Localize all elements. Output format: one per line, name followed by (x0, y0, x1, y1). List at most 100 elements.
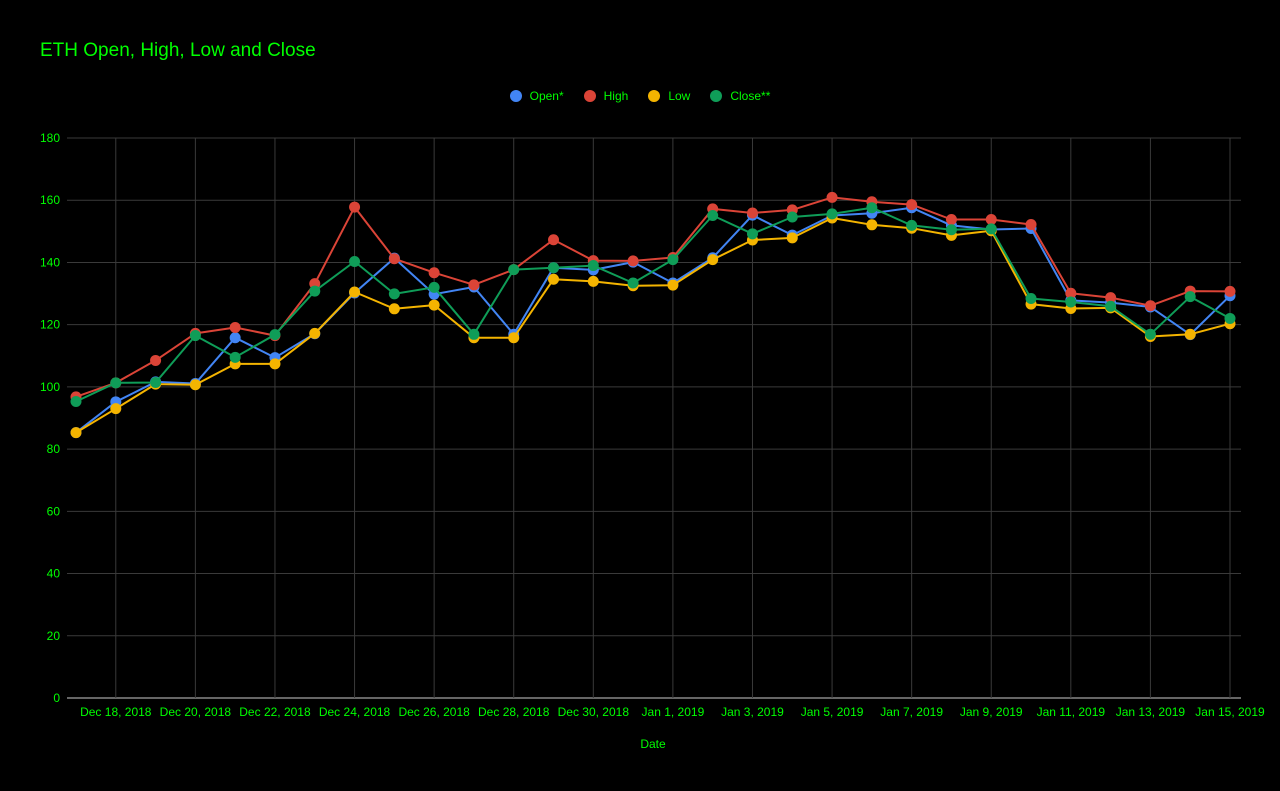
data-point-high (906, 199, 918, 211)
data-point-close (746, 228, 758, 240)
data-point-high (945, 214, 957, 226)
data-point-low (667, 279, 679, 291)
data-point-close (667, 254, 679, 266)
data-point-close (627, 277, 639, 289)
data-point-close (150, 377, 162, 389)
x-tick-label: Dec 26, 2018 (398, 705, 470, 719)
y-tick-label: 40 (47, 567, 61, 581)
data-point-close (945, 224, 957, 236)
x-tick-label: Jan 13, 2019 (1116, 705, 1186, 719)
x-tick-label: Dec 28, 2018 (478, 705, 550, 719)
data-point-low (707, 254, 719, 266)
y-tick-label: 80 (47, 442, 61, 456)
x-tick-label: Jan 9, 2019 (960, 705, 1023, 719)
data-point-high (1065, 287, 1077, 299)
x-tick-label: Dec 22, 2018 (239, 705, 311, 719)
chart-legend: Open* High Low Close** (0, 89, 1280, 103)
x-axis-title: Date (640, 737, 666, 751)
y-tick-label: 180 (40, 131, 60, 145)
y-tick-label: 100 (40, 380, 60, 394)
x-tick-label: Dec 30, 2018 (558, 705, 630, 719)
x-tick-label: Dec 20, 2018 (160, 705, 232, 719)
data-point-close (1224, 312, 1236, 324)
x-tick-label: Jan 15, 2019 (1195, 705, 1265, 719)
data-point-high (548, 234, 560, 246)
data-point-high (428, 267, 440, 279)
y-tick-label: 160 (40, 193, 60, 207)
data-point-close (229, 351, 241, 363)
y-tick-label: 60 (47, 504, 61, 518)
data-point-low (866, 219, 878, 231)
data-point-low (786, 232, 798, 244)
x-tick-label: Jan 7, 2019 (880, 705, 943, 719)
legend-label-open: Open* (529, 89, 564, 103)
data-point-close (70, 396, 82, 408)
data-point-low (269, 358, 281, 370)
legend-swatch-close (710, 90, 723, 102)
data-point-close (985, 223, 997, 235)
data-point-close (189, 330, 201, 342)
data-point-close (707, 209, 719, 221)
y-tick-label: 140 (40, 255, 60, 269)
data-point-high (229, 321, 241, 333)
data-point-high (985, 214, 997, 226)
data-point-close (349, 256, 361, 268)
data-point-close (428, 281, 440, 293)
data-point-low (110, 403, 122, 415)
series-line-open (75, 206, 1231, 434)
y-tick-label: 0 (53, 691, 60, 705)
data-point-high (349, 201, 361, 213)
x-tick-label: Jan 1, 2019 (642, 705, 705, 719)
legend-item-low[interactable]: Low (648, 89, 690, 103)
legend-item-high[interactable]: High (583, 89, 629, 103)
data-point-low (70, 427, 82, 439)
data-point-low (309, 327, 321, 339)
x-tick-label: Jan 5, 2019 (801, 705, 864, 719)
data-point-close (388, 288, 400, 300)
y-tick-label: 120 (40, 318, 60, 332)
data-point-low (349, 286, 361, 298)
data-point-close (548, 262, 560, 274)
data-point-close (269, 329, 281, 341)
legend-item-open[interactable]: Open* (509, 89, 564, 103)
data-point-high (627, 255, 639, 267)
series-line-high (75, 196, 1231, 398)
legend-label-close: Close** (730, 89, 771, 103)
data-point-close (1025, 293, 1037, 305)
data-point-high (1105, 292, 1117, 304)
data-point-close (508, 264, 520, 276)
data-point-close (309, 285, 321, 297)
data-point-high (1025, 218, 1037, 230)
data-point-low (1184, 328, 1196, 340)
legend-item-close[interactable]: Close** (710, 89, 770, 103)
y-tick-label: 20 (47, 629, 61, 643)
x-tick-label: Dec 18, 2018 (80, 705, 152, 719)
data-point-low (189, 379, 201, 391)
x-tick-label: Jan 11, 2019 (1037, 705, 1106, 719)
data-point-close (468, 328, 480, 340)
data-point-close (1105, 300, 1117, 312)
legend-label-high: High (603, 89, 629, 103)
data-point-high (1224, 285, 1236, 297)
data-point-close (1144, 328, 1156, 340)
data-point-high (826, 191, 838, 203)
legend-swatch-open (509, 90, 522, 102)
data-point-open (229, 332, 241, 344)
data-point-close (587, 260, 599, 272)
legend-swatch-low (648, 90, 661, 102)
data-point-low (428, 299, 440, 311)
series-line-close (75, 206, 1231, 403)
data-point-high (468, 279, 480, 291)
data-point-high (150, 354, 162, 366)
data-point-low (587, 275, 599, 287)
data-point-close (826, 208, 838, 220)
data-point-low (508, 332, 520, 344)
data-point-high (388, 253, 400, 265)
series-line-low (75, 217, 1231, 434)
data-point-close (786, 211, 798, 223)
x-tick-label: Dec 24, 2018 (319, 705, 391, 719)
data-point-high (1144, 300, 1156, 312)
chart-title: ETH Open, High, Low and Close (40, 40, 316, 61)
